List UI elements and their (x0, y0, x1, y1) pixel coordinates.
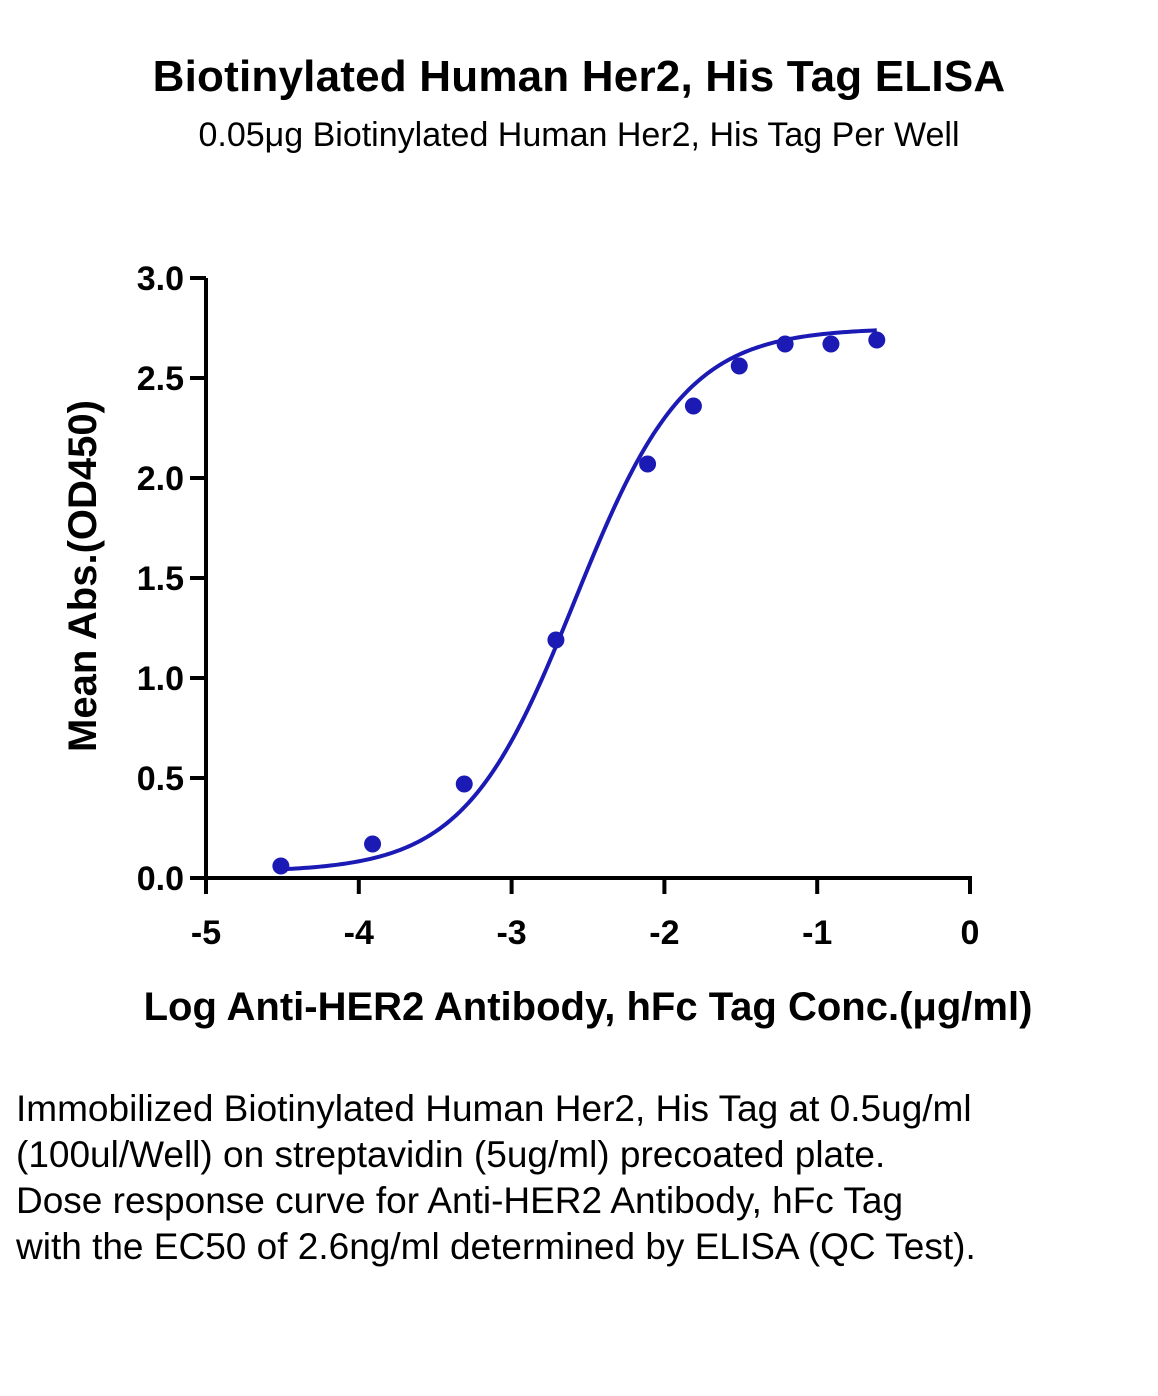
y-tick-label: 3.0 (137, 260, 184, 298)
data-points (272, 331, 886, 875)
y-tick-label: 1.0 (137, 660, 184, 698)
chart-subtitle: 0.05μg Biotinylated Human Her2, His Tag … (198, 116, 960, 154)
chart-title: Biotinylated Human Her2, His Tag ELISA (152, 52, 1006, 101)
y-tick-label: 2.5 (137, 360, 184, 398)
data-point (547, 631, 565, 649)
x-tick-label: -3 (496, 914, 526, 952)
y-tick-label: 1.5 (137, 560, 184, 598)
fit-curve-group (280, 328, 877, 872)
data-point (272, 857, 290, 875)
elisa-chart: 0.0 0.5 1.0 1.5 2.0 2.5 3.0 -5 -4 -3 -2 -1 0 Log Ant… (61, 260, 1033, 1029)
data-point (730, 357, 748, 375)
x-axis-title: Log Anti-HER2 Antibody, hFc Tag Conc.(μg… (144, 985, 1033, 1029)
data-point (684, 397, 702, 415)
axes: 0.0 0.5 1.0 1.5 2.0 2.5 3.0 -5 -4 -3 -2 -1 0 (137, 260, 980, 952)
data-point (455, 775, 473, 793)
data-point (776, 335, 794, 353)
fit-curve (280, 328, 877, 872)
y-tick-label: 2.0 (137, 460, 184, 498)
data-point (868, 331, 886, 349)
x-tick-label: -1 (802, 914, 832, 952)
x-tick-label: -4 (344, 914, 374, 952)
data-point (822, 335, 840, 353)
y-tick-label: 0.0 (137, 860, 184, 898)
figure-caption: Immobilized Biotinylated Human Her2, His… (16, 1088, 976, 1267)
x-tick-label: 0 (961, 914, 980, 952)
data-point (364, 835, 382, 853)
x-tick-label: -2 (649, 914, 679, 952)
data-point (639, 455, 657, 473)
x-tick-label: -5 (191, 914, 221, 952)
y-tick-label: 0.5 (137, 760, 184, 798)
y-axis-title: Mean Abs.(OD450) (61, 400, 105, 752)
